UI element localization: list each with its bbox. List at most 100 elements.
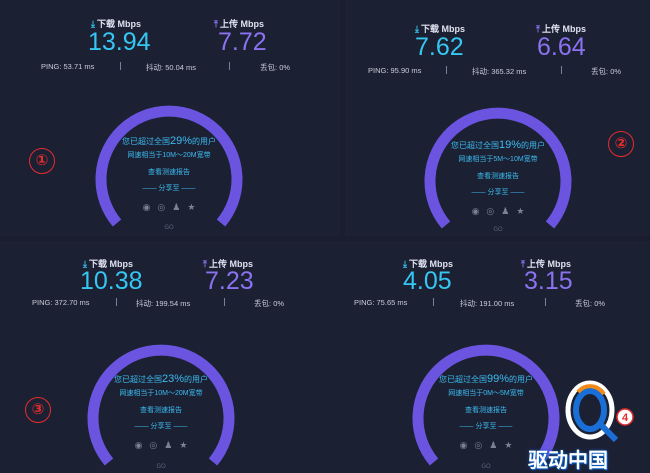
- gauge-footer-icon: GO: [493, 226, 503, 233]
- gauge-footer-icon: GO: [156, 463, 166, 470]
- ping-metric: PING: 372.70 ms: [32, 298, 90, 307]
- jitter-metric: 抖动: 365.32 ms: [472, 67, 527, 76]
- favorite-icon[interactable]: ★: [504, 440, 513, 450]
- upload-icon: ⤒: [203, 259, 207, 269]
- share-label: —— 分享至 ——: [142, 185, 196, 192]
- logo-badge: 4: [622, 412, 629, 424]
- upload-value: 6.64: [537, 33, 586, 61]
- upload-icon: ⤒: [536, 24, 540, 34]
- qq-icon[interactable]: ♟: [172, 202, 181, 212]
- divider: [224, 298, 225, 306]
- result-summary: 您已超过全国29%的用户 网速相当于10M～20M宽带 查看测速报告 —— 分享…: [94, 135, 244, 213]
- result-summary: 您已超过全国19%的用户 网速相当于5M～10M宽带 查看测速报告 —— 分享至…: [423, 139, 573, 217]
- upload-label: ⤒ 上传 Mbps: [536, 24, 586, 34]
- upload-label: ⤒ 上传 Mbps: [203, 259, 253, 269]
- download-value: 7.62: [415, 33, 464, 61]
- jitter-metric: 抖动: 199.54 ms: [136, 299, 191, 308]
- speedtest-result-panel: ⤓ 下载 Mbps ⤒ 上传 Mbps 7.62 6.64 PING: 95.90 …: [345, 0, 650, 236]
- exceed-text: 您已超过全国99%的用户: [438, 373, 534, 385]
- upload-value: 3.15: [524, 267, 573, 295]
- annotation-marker: ②: [608, 131, 634, 157]
- speed-gauge: GO: [87, 344, 235, 470]
- loss-metric: 丢包: 0%: [254, 299, 285, 308]
- jitter-metric: 抖动: 191.00 ms: [460, 299, 515, 308]
- speed-gauge: GO: [412, 344, 560, 470]
- speedtest-result-panel: ⤓ 下载 Mbps ⤒ 上传 Mbps 13.94 7.72 PING: 53.71…: [0, 0, 340, 236]
- share-icons: ◉ ◎ ♟ ★: [86, 440, 236, 451]
- ping-metric: PING: 53.71 ms: [41, 62, 95, 71]
- jitter-metric: 抖动: 50.04 ms: [146, 63, 197, 72]
- weibo-icon[interactable]: ◎: [157, 202, 166, 212]
- loss-metric: 丢包: 0%: [575, 299, 606, 308]
- download-icon: ⤓: [83, 259, 87, 269]
- download-label: ⤓ 下载 Mbps: [403, 259, 453, 269]
- watermark-text: 驱动中国: [528, 450, 608, 472]
- annotation-marker: ①: [29, 148, 55, 174]
- upload-label: ⤒ 上传 Mbps: [521, 259, 571, 269]
- speed-gauge: GO: [95, 105, 243, 231]
- divider: [561, 66, 562, 74]
- download-label: ⤓ 下载 Mbps: [415, 24, 465, 34]
- weibo-icon[interactable]: ◎: [474, 440, 483, 450]
- view-report-link[interactable]: 查看测速报告: [477, 173, 519, 180]
- ping-metric: PING: 95.90 ms: [368, 66, 422, 75]
- bandwidth-equivalent: 网速相当于5M～10M宽带: [458, 156, 538, 163]
- bandwidth-equivalent: 网速相当于10M～20M宽带: [127, 152, 211, 159]
- upload-value: 7.23: [205, 267, 254, 295]
- favorite-icon[interactable]: ★: [187, 202, 196, 212]
- favorite-icon[interactable]: ★: [179, 440, 188, 450]
- view-report-link[interactable]: 查看测速报告: [140, 407, 182, 414]
- view-report-link[interactable]: 查看测速报告: [148, 169, 190, 176]
- divider: [545, 298, 546, 306]
- favorite-icon[interactable]: ★: [516, 206, 525, 216]
- loss-metric: 丢包: 0%: [591, 67, 622, 76]
- upload-icon: ⤒: [521, 259, 525, 269]
- result-summary: 您已超过全国23%的用户 网速相当于10M～20M宽带 查看测速报告 —— 分享…: [86, 373, 236, 451]
- weibo-icon[interactable]: ◎: [149, 440, 158, 450]
- download-label: ⤓ 下载 Mbps: [83, 259, 133, 269]
- gauge-footer-icon: GO: [481, 463, 491, 470]
- divider: [433, 298, 434, 306]
- download-icon: ⤓: [415, 24, 419, 34]
- qq-icon[interactable]: ♟: [501, 206, 510, 216]
- ping-metric: PING: 75.65 ms: [354, 298, 408, 307]
- divider: [229, 62, 230, 70]
- wechat-icon[interactable]: ◉: [471, 206, 480, 216]
- share-icons: ◉ ◎ ♟ ★: [423, 206, 573, 217]
- divider: [446, 66, 447, 74]
- weibo-icon[interactable]: ◎: [486, 206, 495, 216]
- speed-gauge: GO: [424, 107, 572, 233]
- bandwidth-equivalent: 网速相当于0M～5M宽带: [448, 390, 524, 397]
- wechat-icon[interactable]: ◉: [459, 440, 468, 450]
- upload-value: 7.72: [218, 28, 267, 56]
- wechat-icon[interactable]: ◉: [142, 202, 151, 212]
- download-icon: ⤓: [91, 19, 95, 29]
- bandwidth-equivalent: 网速相当于10M～20M宽带: [119, 390, 203, 397]
- share-label: —— 分享至 ——: [471, 189, 525, 196]
- download-value: 10.38: [80, 267, 143, 295]
- download-label: ⤓ 下载 Mbps: [91, 19, 141, 29]
- share-icons: ◉ ◎ ♟ ★: [411, 440, 561, 451]
- loss-metric: 丢包: 0%: [260, 63, 291, 72]
- result-summary: 您已超过全国99%的用户 网速相当于0M～5M宽带 查看测速报告 —— 分享至 …: [411, 373, 561, 451]
- share-label: —— 分享至 ——: [134, 423, 188, 430]
- share-icons: ◉ ◎ ♟ ★: [94, 202, 244, 213]
- download-icon: ⤓: [403, 259, 407, 269]
- annotation-marker: ③: [25, 397, 51, 423]
- site-logo: 4: [565, 380, 634, 443]
- download-value: 4.05: [403, 267, 452, 295]
- divider: [120, 62, 121, 70]
- gauge-footer-icon: GO: [164, 224, 174, 231]
- view-report-link[interactable]: 查看测速报告: [465, 407, 507, 414]
- upload-icon: ⤒: [214, 19, 218, 29]
- qq-icon[interactable]: ♟: [164, 440, 173, 450]
- exceed-text: 您已超过全国19%的用户: [450, 139, 546, 151]
- qq-icon[interactable]: ♟: [489, 440, 498, 450]
- upload-label: ⤒ 上传 Mbps: [214, 19, 264, 29]
- divider: [116, 298, 117, 306]
- speedtest-result-panel: ⤓ 下载 Mbps ⤒ 上传 Mbps 10.38 7.23 PING: 372.7…: [0, 241, 340, 473]
- exceed-text: 您已超过全国29%的用户: [121, 135, 217, 147]
- share-label: —— 分享至 ——: [459, 423, 513, 430]
- wechat-icon[interactable]: ◉: [134, 440, 143, 450]
- download-value: 13.94: [88, 28, 151, 56]
